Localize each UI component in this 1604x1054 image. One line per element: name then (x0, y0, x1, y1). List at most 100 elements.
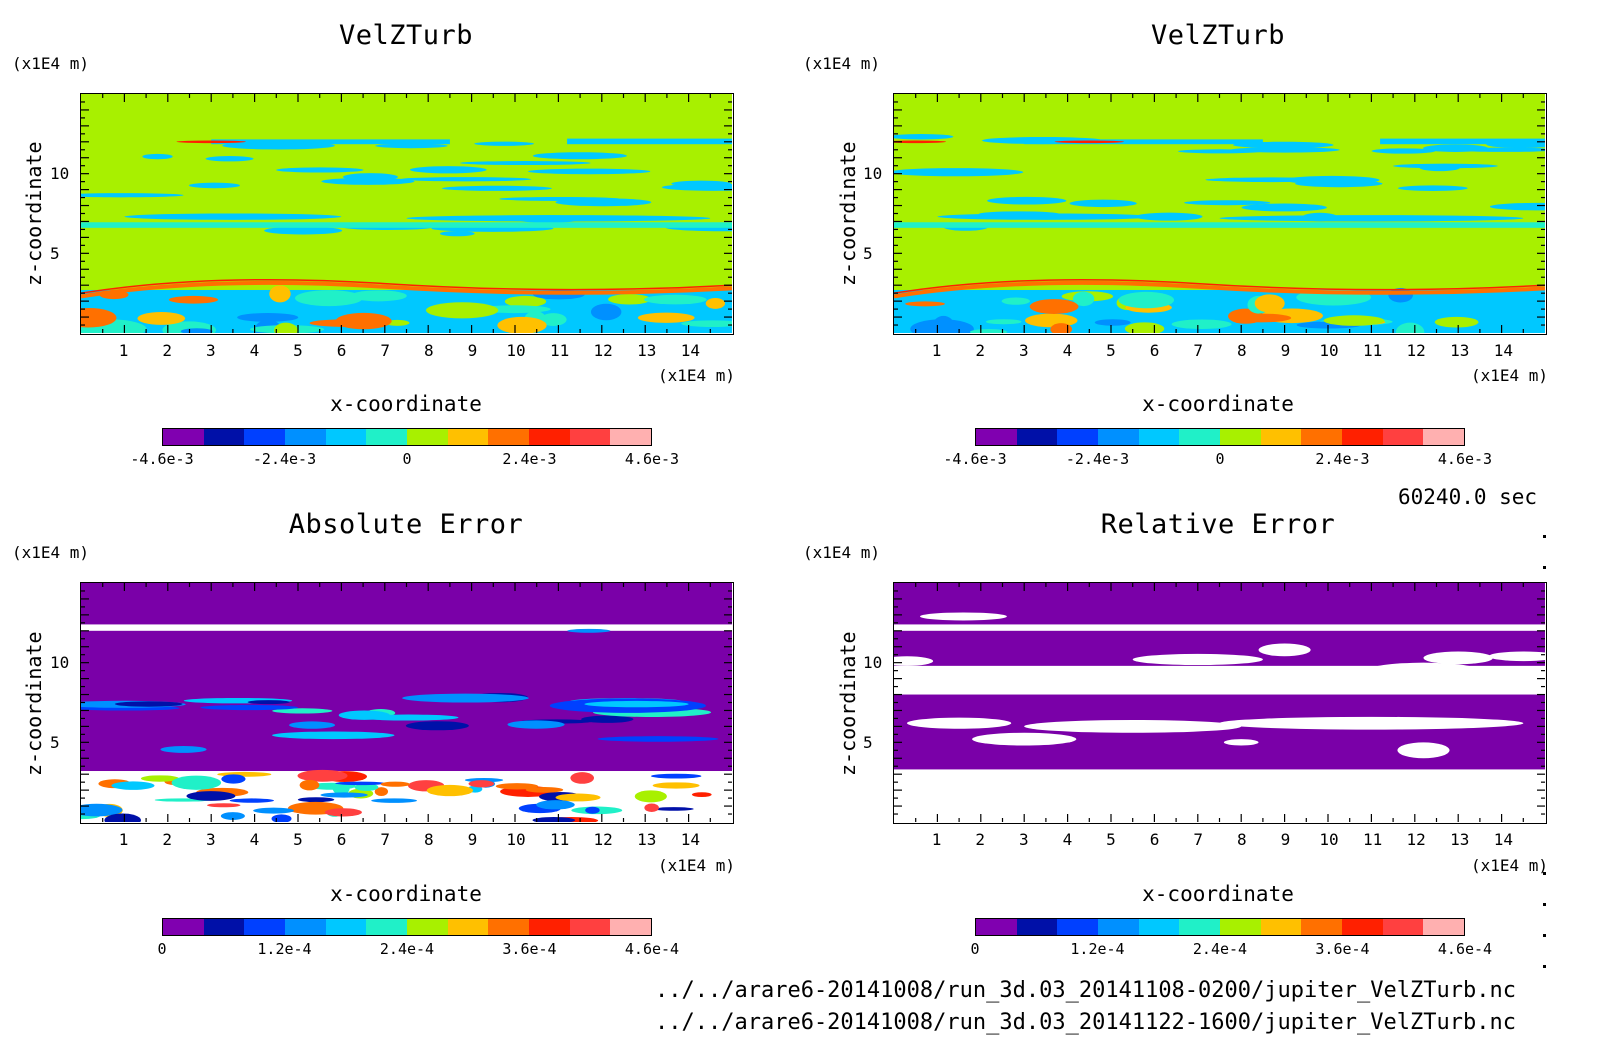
x-tick-label: 10 (506, 830, 526, 849)
x-tick-label: 14 (680, 341, 701, 360)
colorbar-tick-label: 3.6e-4 (502, 940, 557, 958)
contour-region (276, 167, 364, 173)
contour-region (1054, 140, 1125, 144)
y-unit-label: (x1E4 m) (803, 54, 881, 73)
margin-dot (1543, 872, 1546, 875)
y-axis-label: z-coordinate (22, 141, 46, 287)
colorbar-swatch (1382, 429, 1424, 445)
x-tick-label: 13 (1450, 830, 1470, 849)
colorbar-swatch (1138, 429, 1180, 445)
contour-region (894, 222, 1545, 228)
contour-region (297, 769, 348, 782)
saturated-region (894, 624, 1545, 631)
contour-region (637, 312, 695, 323)
contour-region (661, 183, 732, 191)
x-tick-label: 7 (1193, 341, 1203, 360)
x-tick-label: 11 (1362, 830, 1383, 849)
colorbar-swatch (447, 919, 489, 935)
contour-region (124, 213, 342, 220)
contour-region (536, 800, 575, 810)
x-tick-label: 11 (549, 341, 570, 360)
colorbar-swatch (488, 429, 530, 445)
contour-region (590, 303, 622, 321)
colorbar-swatch (407, 429, 448, 445)
contour-region (1323, 315, 1385, 326)
heatmap-canvas (81, 94, 732, 333)
colorbar-tick-label: 0 (157, 940, 167, 958)
x-tick-label: 10 (1319, 341, 1339, 360)
x-tick-label: 11 (1362, 341, 1383, 360)
y-unit-label: (x1E4 m) (12, 543, 90, 562)
x-tick-label: 12 (593, 341, 613, 360)
contour-region (1184, 200, 1271, 206)
contour-region (644, 294, 707, 305)
contour-region (274, 322, 298, 333)
saturated-region (1367, 662, 1480, 679)
contour-region (335, 781, 386, 786)
contour-region (442, 185, 552, 191)
saturated-region (81, 624, 732, 631)
contour-region (380, 781, 410, 787)
saturated-region (1132, 653, 1263, 666)
saturated-region (1423, 651, 1493, 665)
colorbar-tick-label: 0 (402, 450, 412, 468)
x-tick-label: 14 (1493, 341, 1514, 360)
colorbar-tick-label: 4.6e-3 (624, 450, 680, 468)
colorbar-swatch (1342, 429, 1383, 445)
contour-region (237, 313, 299, 322)
contour-region (409, 166, 487, 174)
colorbar-swatch (203, 429, 245, 445)
colorbar (162, 918, 652, 936)
contour-region (338, 710, 390, 720)
x-tick-label: 4 (1062, 830, 1073, 849)
colorbar-swatch (1423, 429, 1465, 445)
contour-region (400, 177, 532, 182)
x-tick-label: 13 (637, 341, 657, 360)
colorbar-tick-label: 2.4e-4 (379, 940, 435, 958)
heatmap-canvas (894, 583, 1545, 822)
contour-region (375, 143, 448, 149)
saturated-region (894, 656, 934, 666)
x-axis-label: x-coordinate (1142, 392, 1294, 416)
colorbar-swatch (1057, 429, 1099, 445)
colorbar-tick-label: -2.4e-3 (1065, 450, 1130, 468)
contour-region (81, 193, 184, 198)
x-tick-label: 5 (293, 341, 303, 360)
colorbar-swatch (244, 429, 286, 445)
colorbar-swatch (1098, 919, 1139, 935)
colorbar-swatch (366, 429, 408, 445)
x-tick-label: 3 (1018, 830, 1029, 849)
x-unit-label: (x1E4 m) (658, 856, 736, 875)
contour-region (459, 161, 591, 166)
x-tick-label: 1 (931, 830, 942, 849)
colorbar-swatch (1260, 919, 1302, 935)
contour-region (81, 803, 123, 817)
colorbar-tick-label: -4.6e-3 (130, 450, 194, 468)
x-unit-label: (x1E4 m) (658, 366, 736, 385)
x-tick-label: 4 (249, 341, 260, 360)
colorbar (162, 428, 652, 446)
colorbar (975, 918, 1465, 936)
contour-line (894, 280, 1545, 299)
contour-region (114, 701, 183, 707)
contour-region (272, 731, 395, 740)
contour-region (525, 787, 564, 793)
contour-region (681, 320, 732, 328)
x-tick-label: 7 (380, 830, 390, 849)
contour-region (171, 775, 222, 790)
x-axis-label: x-coordinate (1142, 882, 1294, 906)
contour-region (653, 807, 694, 811)
x-tick-label: 12 (593, 830, 613, 849)
contour-region (160, 745, 207, 753)
x-tick-label: 4 (249, 830, 260, 849)
colorbar-swatch (1423, 919, 1465, 935)
y-tick-label: 10 (50, 163, 70, 183)
time-label: 60240.0 sec (1398, 485, 1538, 509)
contour-line (81, 278, 732, 294)
x-tick-label: 8 (423, 830, 434, 849)
colorbar-swatch (203, 919, 245, 935)
x-tick-label: 6 (1149, 341, 1160, 360)
colorbar-tick-label: 1.2e-4 (257, 940, 312, 958)
colorbar-tick-label: 1.2e-4 (1070, 940, 1125, 958)
colorbar-swatch (244, 919, 286, 935)
